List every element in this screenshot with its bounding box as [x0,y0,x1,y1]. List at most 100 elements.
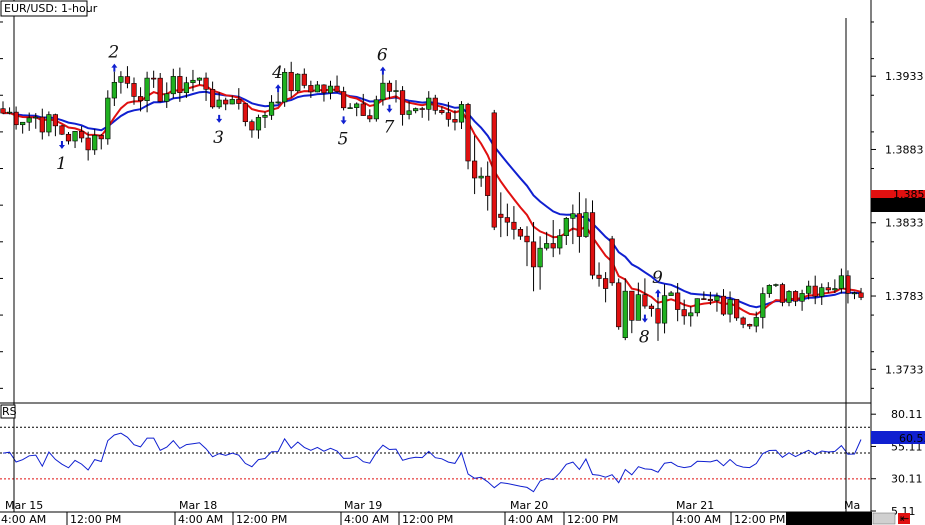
candle-body [295,73,301,92]
candle [530,221,537,292]
candle [616,278,622,330]
candle-body [747,324,753,327]
candle [229,95,235,105]
candle-body [0,108,6,114]
time-label: 4:00 AM [1,513,46,525]
candle [144,71,150,113]
scale-button[interactable] [872,512,896,525]
candle [46,111,52,137]
candle [393,80,399,103]
time-label: 12:00 PM [567,513,618,525]
candle [170,68,176,99]
candle [668,290,674,296]
candle [524,226,530,267]
date-label: Mar 15 [5,499,43,512]
candle [747,323,753,330]
time-label: 12:00 PM [70,513,121,525]
candle [177,67,183,102]
candle-body [282,71,288,103]
candle-body [426,97,432,110]
candle-body [393,90,399,92]
candle [151,70,157,88]
candle-body [301,73,307,86]
candle-body [380,82,386,101]
annotation: 2 [107,43,119,72]
candle-body [144,77,150,101]
annotation: 1 [56,141,67,174]
candle [720,289,727,316]
candle-body [806,285,812,294]
time-label: 12:00 PM [734,513,785,525]
candle [183,76,190,98]
candle-body [720,295,727,315]
annotation: 4 [271,63,283,93]
scroll-end-button[interactable] [898,513,910,524]
candle-body [223,99,229,105]
candle-body [629,290,635,321]
candle-body [616,282,622,328]
candle-body [255,117,262,131]
candle-body [419,108,425,110]
candle-body [386,82,393,92]
candle-body [399,90,406,115]
current-time-label: Mar 24, 2014 4: [788,512,875,525]
candle [458,101,465,129]
candle [439,106,445,115]
candle [675,283,681,322]
candle-body [98,135,104,140]
candle [367,109,373,123]
candle [779,282,786,307]
annotation-label: 4 [271,63,283,83]
annotation: 3 [213,114,224,148]
candle-body [511,221,517,230]
candle-body [832,288,838,291]
candle-body [275,101,281,104]
candle [426,91,432,121]
candle [6,107,13,115]
candle-body [59,125,65,135]
candle [216,92,222,109]
candle [321,84,327,102]
candle-body [124,76,131,84]
date-label: Mar 18 [179,499,217,512]
candle-body [249,121,255,131]
candle-body [570,213,576,219]
candle [255,114,262,139]
candle [629,290,635,334]
chart-title: EUR/USD: 1-hour [4,2,98,15]
candle [452,110,458,131]
annotation-label: 2 [107,43,119,63]
candle [327,80,334,100]
candle [753,311,759,333]
annotation-label: 8 [639,328,650,348]
candle-body [183,82,190,94]
rsi-tag-label: 60.53 [899,432,925,445]
candle-body [360,103,366,116]
rsi-label-box [0,404,16,419]
candle [236,88,242,110]
candle [622,278,628,341]
candle [812,275,818,305]
candle [517,227,524,240]
candle-body [432,97,438,111]
candle-body [530,241,537,268]
candle-body [668,292,674,296]
candle [52,113,58,137]
candle [661,284,668,334]
candle-body [838,275,844,289]
candle [242,103,248,127]
candle [196,77,203,85]
candle [733,299,740,321]
candle [26,112,32,131]
candle-body [157,77,163,102]
candle-body [544,243,550,249]
candle-body [602,278,609,289]
candle [314,81,321,93]
candle [596,262,602,287]
candle [491,109,497,231]
candle [190,69,196,92]
candle-body [485,175,491,196]
